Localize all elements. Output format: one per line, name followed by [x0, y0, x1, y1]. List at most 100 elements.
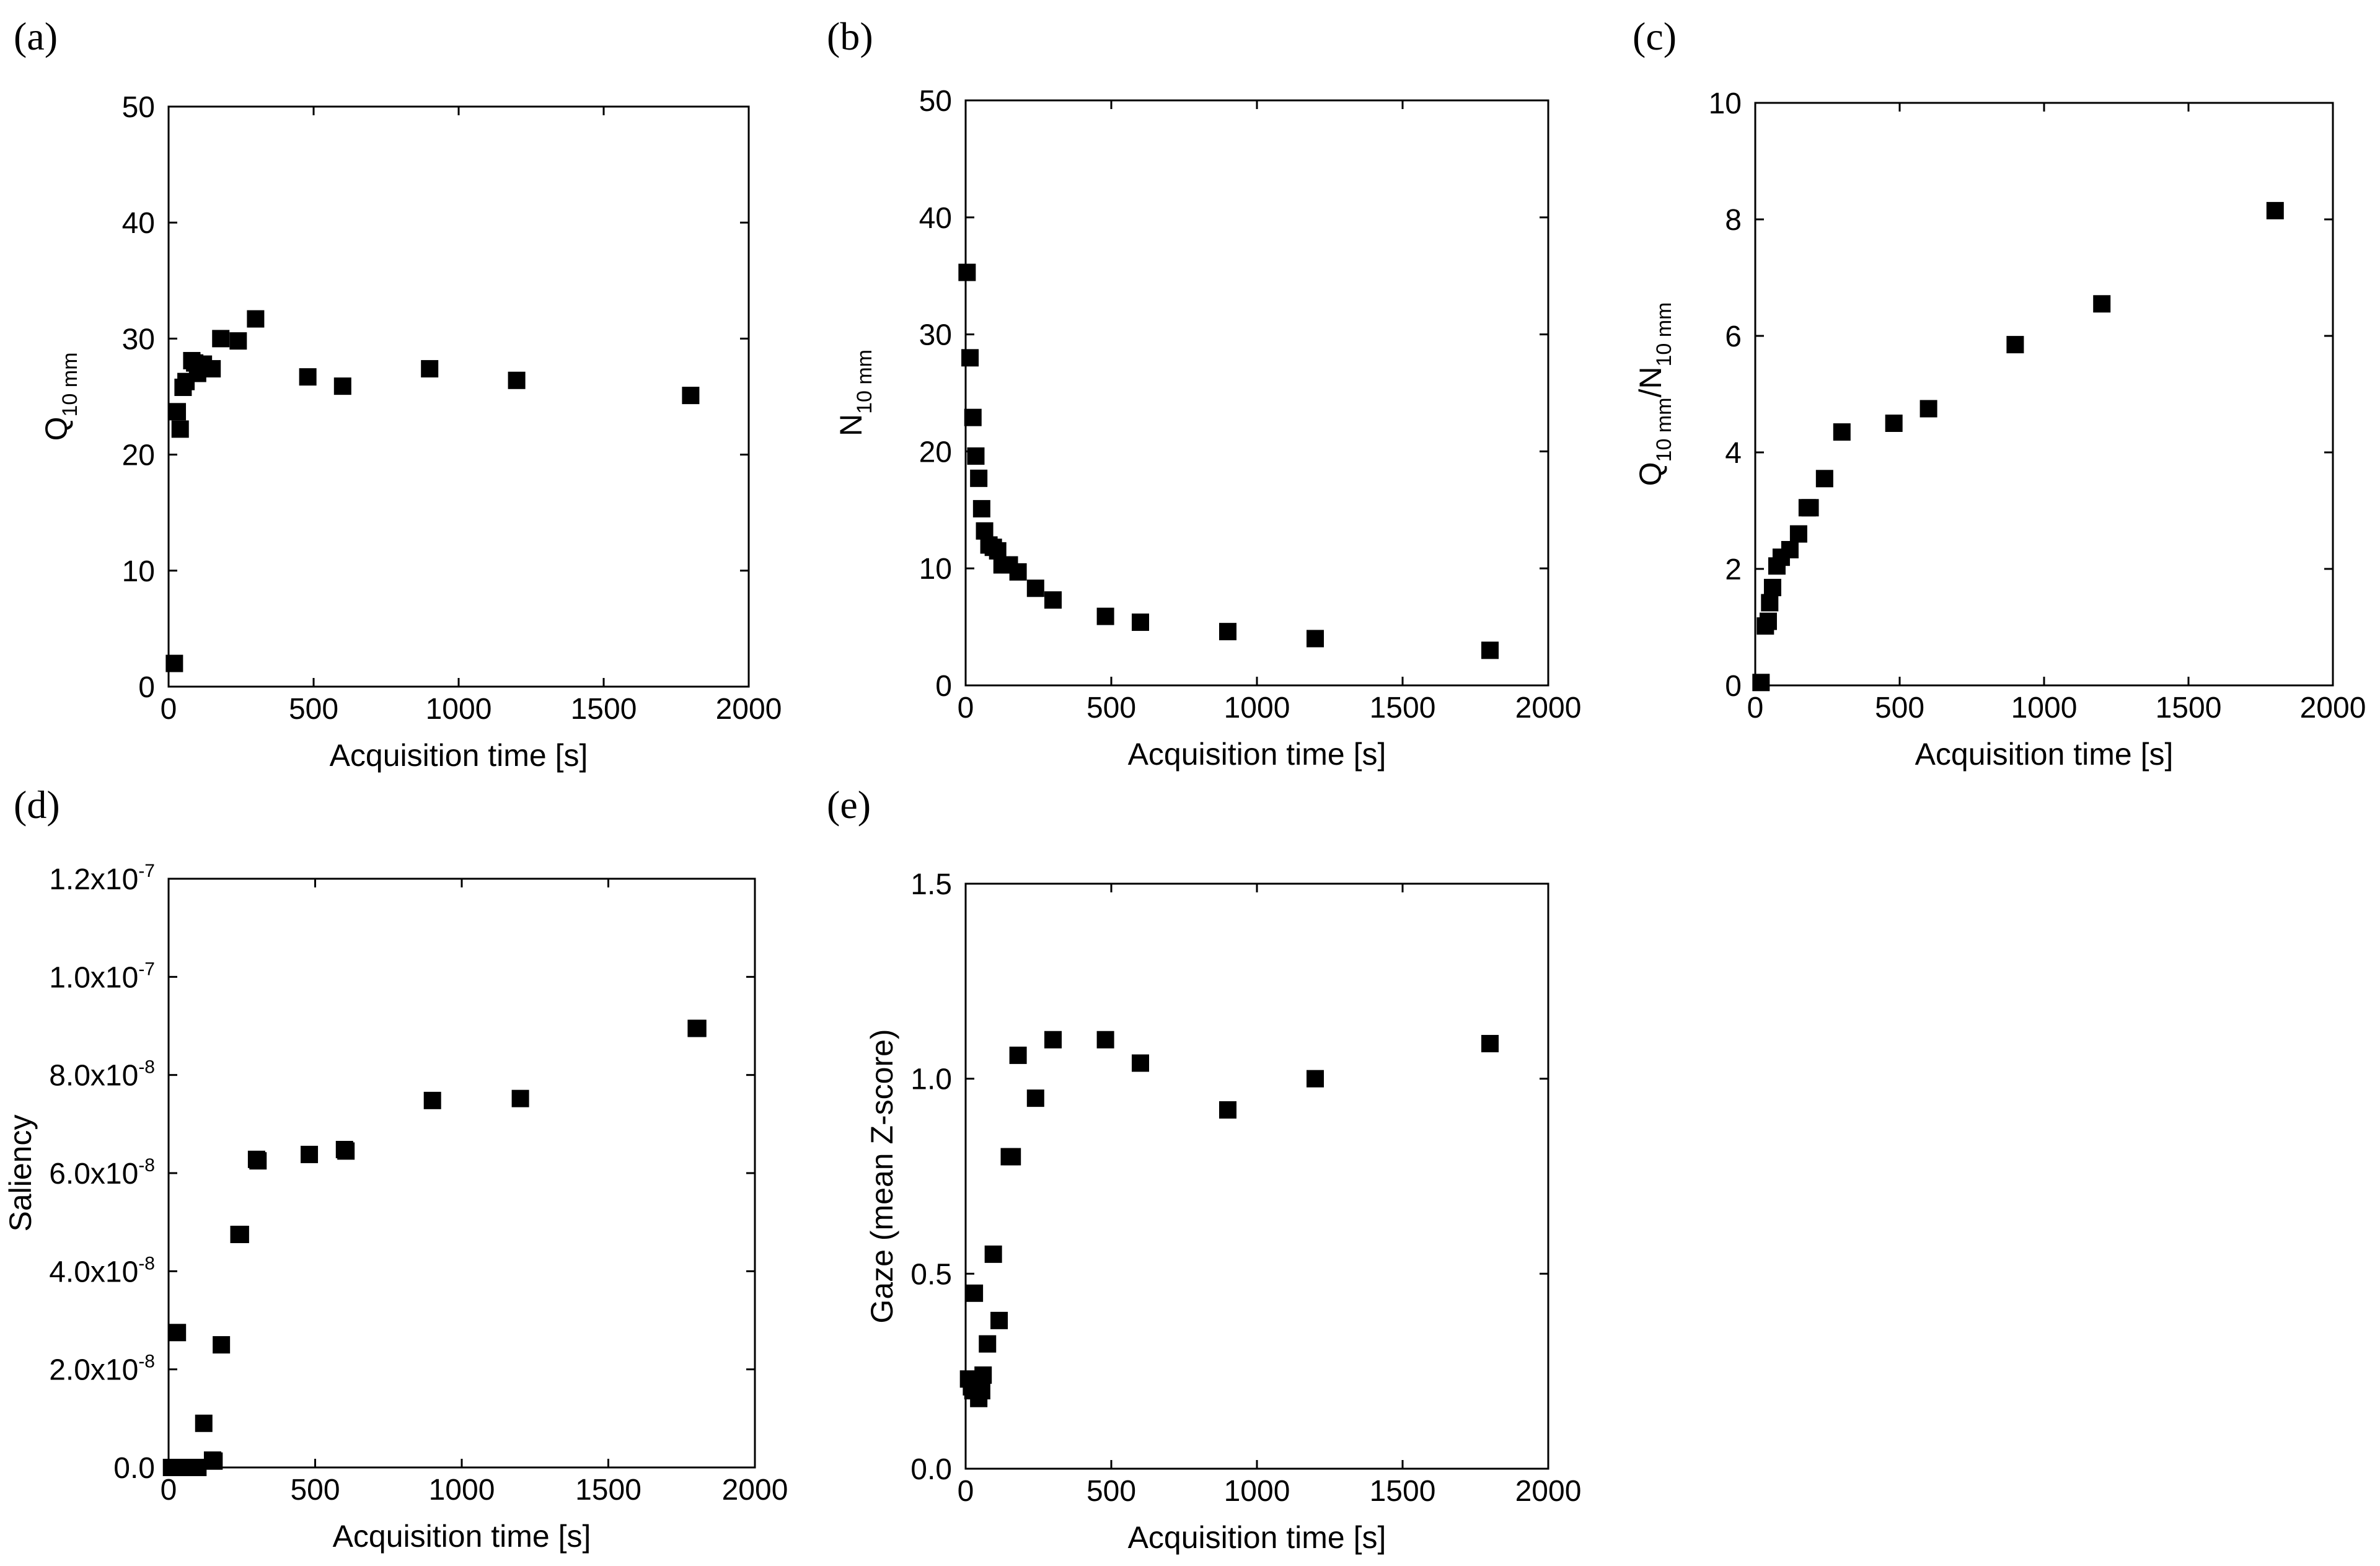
- data-point: [205, 1452, 223, 1470]
- x-tick-label: 1500: [571, 693, 637, 726]
- x-tick-label: 500: [1086, 1475, 1136, 1508]
- y-tick-label: 10: [919, 553, 952, 586]
- x-tick-label: 500: [1086, 692, 1136, 724]
- data-point: [2266, 201, 2284, 219]
- data-point: [1885, 415, 1903, 432]
- y-axis-title: Gaze (mean Z-score): [865, 1029, 899, 1323]
- data-point: [189, 1459, 207, 1476]
- y-tick-label: 1.0: [910, 1063, 952, 1096]
- x-tick-label: 0: [958, 692, 974, 724]
- panel-label-e: (e): [827, 783, 871, 827]
- data-point: [1481, 641, 1499, 659]
- data-point: [1009, 1046, 1027, 1064]
- data-point: [169, 403, 187, 421]
- y-tick-label: 1.2x10-7: [49, 861, 155, 896]
- y-tick-label: 10: [122, 555, 155, 588]
- data-point: [2006, 336, 2024, 354]
- panel-label-c: (c): [1633, 14, 1677, 58]
- y-tick-label: 6.0x10-8: [49, 1155, 155, 1190]
- data-point: [231, 1225, 249, 1243]
- data-point: [1026, 1089, 1044, 1107]
- data-point: [249, 1152, 267, 1170]
- data-point: [1219, 1101, 1236, 1119]
- data-point: [1481, 1035, 1499, 1053]
- data-point: [1009, 563, 1027, 581]
- y-tick-label: 4.0x10-8: [49, 1253, 155, 1288]
- x-tick-label: 1000: [1224, 692, 1290, 724]
- x-tick-label: 1000: [426, 693, 492, 726]
- x-axis-title: Acquisition time [s]: [330, 738, 588, 773]
- data-point: [967, 447, 985, 465]
- data-point: [972, 1382, 990, 1400]
- y-tick-label: 1.5: [910, 868, 952, 901]
- x-tick-label: 0: [1747, 692, 1764, 724]
- y-tick-label: 1.0x10-7: [49, 959, 155, 994]
- data-point: [1781, 540, 1799, 558]
- x-tick-label: 2000: [716, 693, 782, 726]
- y-tick-label: 2.0x10-8: [49, 1352, 155, 1387]
- data-point: [972, 499, 990, 517]
- data-point: [195, 1414, 213, 1432]
- data-point: [1815, 470, 1833, 488]
- data-point: [1761, 594, 1779, 612]
- panel-label-a: (a): [14, 14, 58, 58]
- data-point: [974, 1366, 992, 1384]
- data-point: [423, 1091, 441, 1109]
- data-point: [2093, 295, 2111, 313]
- y-tick-label: 30: [122, 323, 155, 356]
- data-point: [511, 1089, 529, 1107]
- x-tick-label: 0: [161, 1474, 177, 1507]
- data-point: [1096, 607, 1114, 625]
- x-tick-label: 500: [290, 1474, 340, 1507]
- data-point: [1759, 612, 1777, 630]
- y-axis-title: N10 mm: [834, 350, 876, 436]
- data-point: [203, 360, 221, 378]
- data-point: [1096, 1031, 1114, 1049]
- y-tick-label: 0: [138, 671, 155, 704]
- data-point: [229, 332, 247, 350]
- x-tick-label: 0: [161, 693, 177, 726]
- y-tick-label: 10: [1709, 87, 1742, 120]
- data-point: [970, 469, 988, 487]
- y-tick-label: 50: [122, 91, 155, 124]
- data-point: [171, 420, 189, 438]
- y-tick-label: 2: [1725, 553, 1742, 586]
- data-point: [1919, 400, 1937, 418]
- data-point: [966, 1284, 984, 1302]
- y-tick-label: 8: [1725, 204, 1742, 237]
- panel-label-d: (d): [14, 783, 60, 827]
- y-axis-title: Q10 mm: [39, 353, 82, 441]
- data-point: [1132, 1054, 1149, 1072]
- x-axis-title: Acquisition time [s]: [1915, 737, 2174, 772]
- data-point: [1307, 1070, 1324, 1088]
- y-tick-label: 6: [1725, 320, 1742, 353]
- x-tick-label: 1500: [1370, 692, 1436, 724]
- data-point: [337, 1142, 355, 1160]
- data-point: [1003, 1148, 1021, 1166]
- data-point: [1763, 579, 1781, 597]
- data-point: [689, 1019, 707, 1037]
- data-point: [301, 1145, 319, 1163]
- x-tick-label: 1000: [1224, 1475, 1290, 1508]
- x-axis-title: Acquisition time [s]: [1128, 737, 1386, 772]
- x-tick-label: 500: [289, 693, 338, 726]
- data-point: [421, 360, 439, 378]
- y-tick-label: 0: [935, 670, 952, 703]
- data-point: [169, 1324, 187, 1342]
- data-point: [990, 1311, 1008, 1329]
- data-point: [213, 1336, 231, 1354]
- x-tick-label: 2000: [722, 1474, 788, 1507]
- y-tick-label: 0: [1725, 670, 1742, 703]
- data-point: [958, 263, 976, 281]
- data-point: [961, 349, 979, 367]
- y-tick-label: 20: [122, 439, 155, 472]
- y-tick-label: 4: [1725, 437, 1742, 470]
- x-tick-label: 2000: [1515, 692, 1582, 724]
- data-point: [979, 1335, 997, 1353]
- chart-panel-d: (d) 0 500 1000 1500 2000 0.0 2.0x10-8 4.0x10-8 6.…: [3, 783, 788, 1554]
- x-tick-label: 1500: [575, 1474, 641, 1507]
- y-tick-label: 0.5: [910, 1258, 952, 1291]
- plot-frame: [167, 105, 750, 688]
- x-axis-title: Acquisition time [s]: [333, 1519, 591, 1554]
- chart-panel-c: (c) 0 500 1000 1500 2000 0 2 4 6 8 10 Acquisition ti…: [1633, 14, 2366, 772]
